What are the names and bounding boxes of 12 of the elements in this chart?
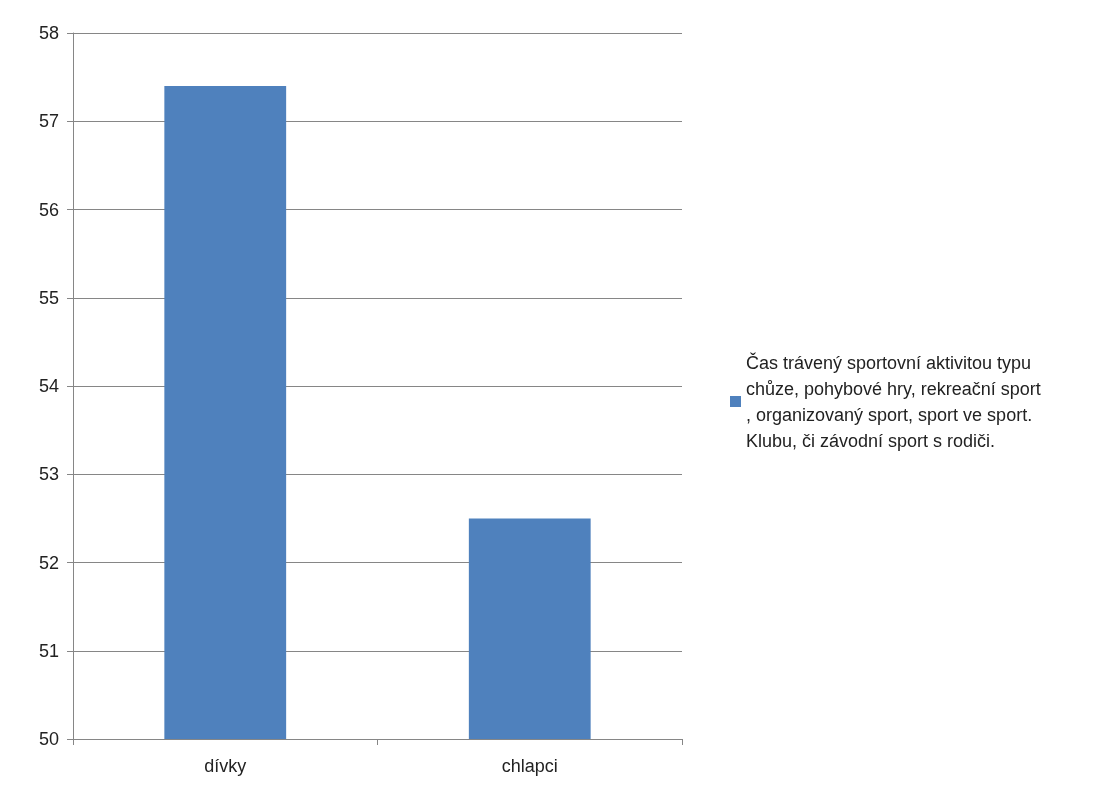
y-tick-label: 52 [38, 552, 59, 573]
legend-label: Čas trávený sportovní aktivitou typu chůze, pohybové hry, rekreační sport, organizovaný sport, sport ve sport. Klubu, či závodní sport s rodiči. [746, 351, 1041, 451]
y-tick-label: 58 [38, 23, 59, 43]
x-tick-label: chlapci [501, 756, 558, 776]
y-tick-label: 56 [38, 199, 59, 220]
y-tick-label: 55 [38, 287, 59, 308]
y-tick-label: 54 [38, 376, 59, 396]
y-tick-label: 53 [38, 464, 59, 485]
x-tick-label: dívky [204, 756, 247, 776]
y-tick-label: 57 [38, 111, 59, 132]
y-tick-label: 50 [38, 729, 59, 749]
y-tick-label: 51 [38, 640, 59, 661]
